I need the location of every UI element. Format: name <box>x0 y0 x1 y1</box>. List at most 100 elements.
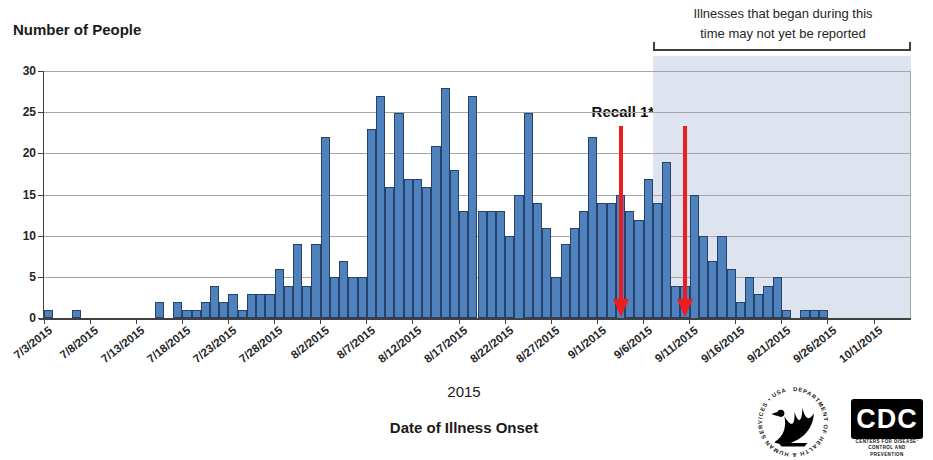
x-tick-label: 7/3/2015 <box>12 324 55 361</box>
svg-text:DEPARTMENT OF HEALTH & HUMAN S: DEPARTMENT OF HEALTH & HUMAN SERVICES • … <box>757 386 829 458</box>
bar <box>422 187 431 319</box>
bar <box>441 88 450 319</box>
y-tick-label: 15 <box>0 188 36 202</box>
bar <box>358 277 367 318</box>
bar <box>348 277 357 318</box>
bar <box>505 236 514 318</box>
gridline-30 <box>44 71 911 72</box>
bar <box>219 302 228 318</box>
bar <box>487 211 496 318</box>
hhs-logo: DEPARTMENT OF HEALTH & HUMAN SERVICES • … <box>757 386 829 458</box>
bar <box>597 203 606 318</box>
bar <box>588 137 597 318</box>
y-axis-line <box>43 71 44 319</box>
bar <box>201 302 210 318</box>
bar <box>754 294 763 319</box>
bar <box>330 277 339 318</box>
bar <box>653 203 662 318</box>
bar <box>173 302 182 318</box>
bar <box>210 286 219 319</box>
annotation-bracket <box>653 42 911 51</box>
y-tick-label: 10 <box>0 229 36 243</box>
x-tick-label: 7/23/2015 <box>191 324 239 365</box>
cdc-logo: CDC CENTERS FOR DISEASE¹ CONTROL AND PRE… <box>851 399 923 458</box>
bar <box>385 187 394 319</box>
annotation-line-1: Illnesses that began during this <box>633 4 933 24</box>
bar <box>524 113 533 319</box>
bar <box>468 96 477 318</box>
bar <box>727 269 736 318</box>
bar <box>459 211 468 318</box>
x-tick-label: 8/12/2015 <box>376 324 424 365</box>
not-yet-reported-annotation: Illnesses that began during this time ma… <box>633 4 933 44</box>
bar <box>634 220 643 319</box>
hhs-eagle-icon <box>771 408 813 447</box>
bar <box>478 211 487 318</box>
bar <box>662 162 671 318</box>
bar <box>450 170 459 318</box>
bar <box>736 302 745 318</box>
x-tick-label: 8/7/2015 <box>335 324 378 361</box>
cdc-caption-line-2: CONTROL AND PREVENTION <box>851 445 923 458</box>
y-tick-label: 25 <box>0 105 36 119</box>
bar <box>275 269 284 318</box>
x-tick-label: 9/1/2015 <box>565 324 608 361</box>
bar <box>717 236 726 318</box>
recall-1-arrow-line <box>619 126 623 300</box>
bar <box>339 261 348 319</box>
x-tick-label: 7/8/2015 <box>58 324 101 361</box>
bar <box>496 211 505 318</box>
bar <box>321 137 330 318</box>
bar <box>413 179 422 319</box>
bar <box>773 277 782 318</box>
epi-curve-chart: Number of People Illnesses that began du… <box>0 0 933 460</box>
bar <box>763 286 772 319</box>
bar <box>367 129 376 318</box>
x-tick-label: 9/21/2015 <box>745 324 793 365</box>
y-tick-label: 20 <box>0 146 36 160</box>
bar <box>376 96 385 318</box>
y-tick-label: 0 <box>0 311 36 325</box>
y-tick-label: 30 <box>0 64 36 78</box>
bar <box>265 294 274 319</box>
gridline-25 <box>44 112 911 113</box>
bar <box>542 228 551 319</box>
bar <box>708 261 717 319</box>
bar <box>579 211 588 318</box>
bar <box>699 236 708 318</box>
x-axis-line <box>39 318 911 320</box>
bar <box>155 302 164 318</box>
bar <box>404 179 413 319</box>
plot-right-border <box>910 71 911 318</box>
bar <box>745 277 754 318</box>
bar <box>302 286 311 319</box>
bar <box>561 244 570 318</box>
gridline-15 <box>44 195 911 196</box>
hhs-ring-text: DEPARTMENT OF HEALTH & HUMAN SERVICES • … <box>757 386 829 458</box>
bar <box>228 294 237 319</box>
x-tick-label: 7/18/2015 <box>145 324 193 365</box>
cdc-logo-letters: CDC <box>851 399 923 439</box>
bar <box>256 294 265 319</box>
x-tick-label: 8/17/2015 <box>422 324 470 365</box>
bar <box>284 286 293 319</box>
x-tick-label: 7/28/2015 <box>237 324 285 365</box>
gridline-20 <box>44 153 911 154</box>
x-tick-label: 7/13/2015 <box>99 324 147 365</box>
x-tick-label: 10/1/2015 <box>837 324 885 365</box>
x-tick-label: 9/11/2015 <box>653 324 700 365</box>
recall-2-arrow-head <box>677 299 693 317</box>
bar <box>311 244 320 318</box>
chart-title: Number of People <box>13 21 141 38</box>
bar <box>533 203 542 318</box>
bar <box>514 195 523 319</box>
y-tick-label: 5 <box>0 270 36 284</box>
bar <box>431 146 440 319</box>
bar <box>570 228 579 319</box>
bar <box>293 244 302 318</box>
recall-2-arrow-line <box>683 126 687 300</box>
x-tick-label: 9/26/2015 <box>791 324 839 365</box>
bar <box>394 113 403 319</box>
bar <box>644 179 653 319</box>
bar <box>551 277 560 318</box>
